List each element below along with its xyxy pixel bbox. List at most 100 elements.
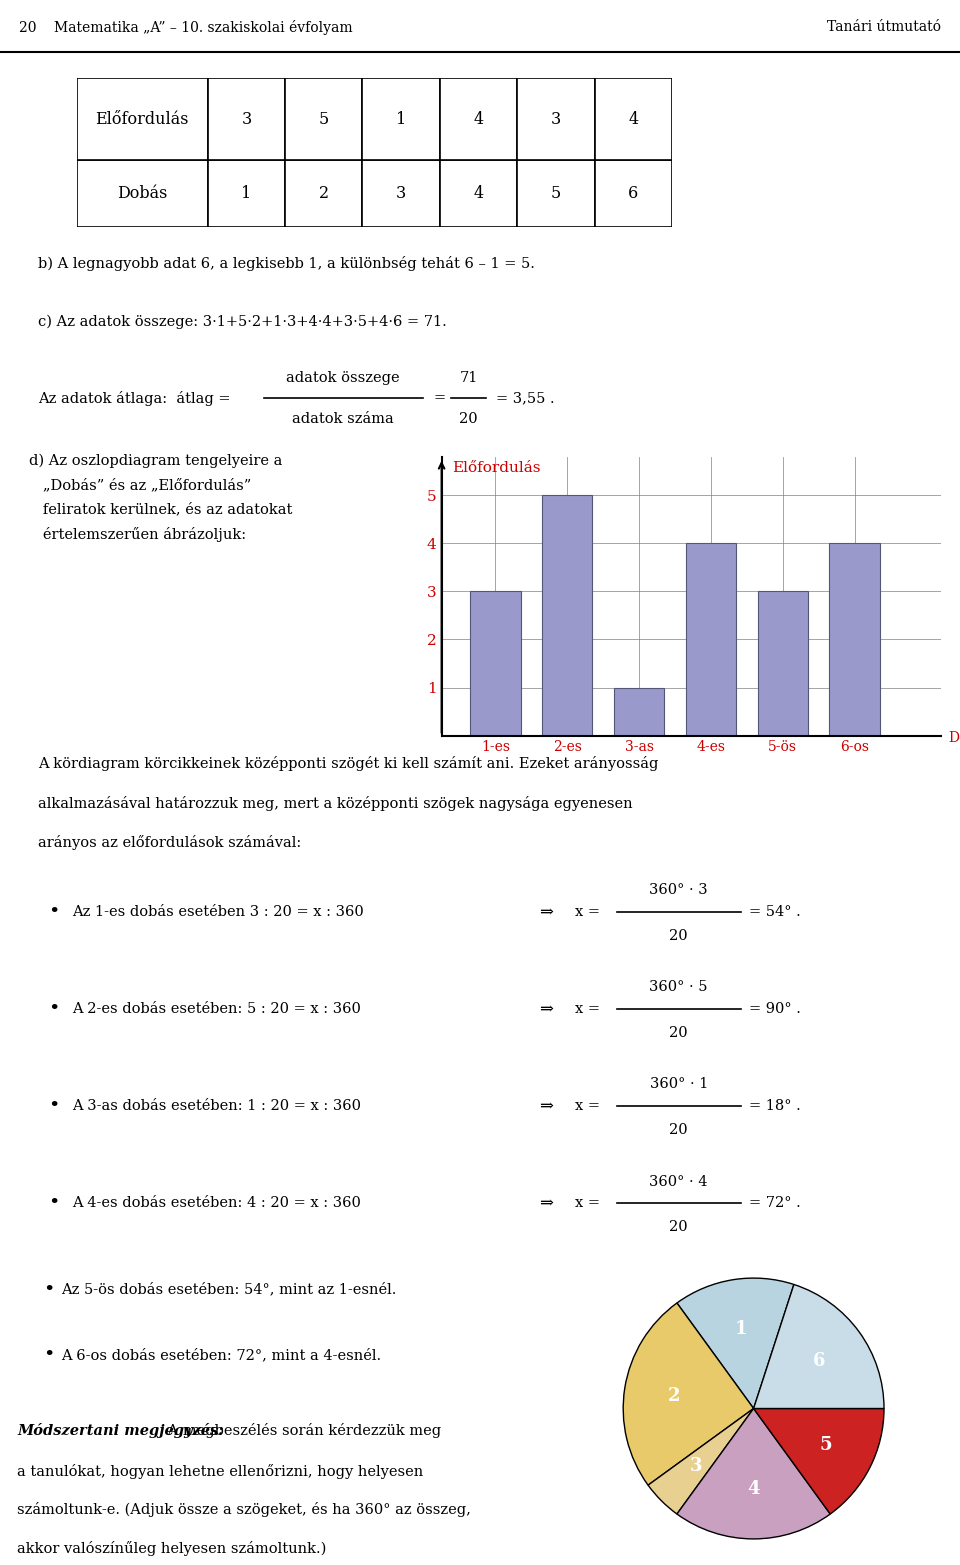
Text: adatok összege: adatok összege xyxy=(286,371,400,385)
Text: 71: 71 xyxy=(459,371,478,385)
Wedge shape xyxy=(623,1304,754,1485)
Text: 4: 4 xyxy=(747,1480,760,1498)
FancyBboxPatch shape xyxy=(594,160,672,227)
Text: 20: 20 xyxy=(669,1221,688,1235)
Text: 360° · 1: 360° · 1 xyxy=(650,1077,708,1091)
Wedge shape xyxy=(754,1408,884,1513)
FancyBboxPatch shape xyxy=(285,160,363,227)
Text: 20    Matematika „A” – 10. szakiskolai évfolyam: 20 Matematika „A” – 10. szakiskolai évfo… xyxy=(19,20,353,34)
Text: arányos az előfordulások számával:: arányos az előfordulások számával: xyxy=(38,836,301,850)
Text: Előfordulás: Előfordulás xyxy=(452,460,540,474)
FancyBboxPatch shape xyxy=(207,78,285,160)
FancyBboxPatch shape xyxy=(363,160,440,227)
Bar xyxy=(829,543,879,736)
FancyBboxPatch shape xyxy=(517,78,594,160)
Text: 360° · 4: 360° · 4 xyxy=(650,1174,708,1188)
Text: 2: 2 xyxy=(667,1387,680,1405)
Text: x =: x = xyxy=(574,1003,599,1016)
Text: adatok száma: adatok száma xyxy=(292,412,394,426)
Text: ⇒: ⇒ xyxy=(540,1099,553,1114)
FancyBboxPatch shape xyxy=(207,160,285,227)
Text: =: = xyxy=(433,391,445,405)
FancyBboxPatch shape xyxy=(285,78,363,160)
Text: alkalmazásával határozzuk meg, mert a középponti szögek nagysága egyenesen: alkalmazásával határozzuk meg, mert a kö… xyxy=(38,795,633,811)
Text: Az 5-ös dobás esetében: 54°, mint az 1-esnél.: Az 5-ös dobás esetében: 54°, mint az 1-e… xyxy=(61,1283,396,1296)
Text: 20: 20 xyxy=(459,412,478,426)
Bar xyxy=(542,496,592,736)
FancyBboxPatch shape xyxy=(440,160,517,227)
Wedge shape xyxy=(677,1279,794,1409)
Bar xyxy=(614,687,664,736)
Text: •: • xyxy=(49,1194,60,1213)
Text: Dobás: Dobás xyxy=(948,731,960,745)
Text: 4: 4 xyxy=(473,111,484,128)
Text: c) Az adatok összege: 3·1+5·2+1·3+4·4+3·5+4·6 = 71.: c) Az adatok összege: 3·1+5·2+1·3+4·4+3·… xyxy=(38,315,447,329)
Text: •: • xyxy=(43,1346,55,1365)
Text: = 90° .: = 90° . xyxy=(750,1003,802,1016)
Text: 2: 2 xyxy=(319,185,329,202)
Text: 4: 4 xyxy=(628,111,638,128)
Text: d) Az oszlopdiagram tengelyeire a
   „Dobás” és az „Előfordulás”
   feliratok ke: d) Az oszlopdiagram tengelyeire a „Dobás… xyxy=(29,454,292,541)
Text: 3: 3 xyxy=(551,111,561,128)
Text: 3: 3 xyxy=(690,1457,703,1474)
Text: 360° · 3: 360° · 3 xyxy=(649,883,708,897)
Text: •: • xyxy=(49,1000,60,1019)
Bar xyxy=(685,543,736,736)
Text: 6: 6 xyxy=(813,1352,826,1369)
Text: 20: 20 xyxy=(669,1124,688,1138)
Text: A 6-os dobás esetében: 72°, mint a 4-esnél.: A 6-os dobás esetében: 72°, mint a 4-esn… xyxy=(61,1349,381,1362)
Text: 1: 1 xyxy=(396,111,406,128)
FancyBboxPatch shape xyxy=(517,160,594,227)
Text: 20: 20 xyxy=(669,1027,688,1041)
Text: Az 1-es dobás esetében 3 : 20 = x : 360: Az 1-es dobás esetében 3 : 20 = x : 360 xyxy=(72,906,364,919)
Text: •: • xyxy=(43,1280,55,1299)
Text: 1: 1 xyxy=(241,185,252,202)
Wedge shape xyxy=(677,1408,830,1538)
Text: Dobás: Dobás xyxy=(117,185,167,202)
Text: 3: 3 xyxy=(396,185,406,202)
Text: akkor valószínűleg helyesen számoltunk.): akkor valószínűleg helyesen számoltunk.) xyxy=(17,1542,326,1556)
Text: ⇒: ⇒ xyxy=(540,1002,553,1017)
Text: A 3-as dobás esetében: 1 : 20 = x : 360: A 3-as dobás esetében: 1 : 20 = x : 360 xyxy=(72,1100,361,1113)
Text: 360° · 5: 360° · 5 xyxy=(650,980,708,994)
Wedge shape xyxy=(754,1285,884,1408)
Text: x =: x = xyxy=(574,906,599,919)
Text: A kördiagram körcikkeinek középponti szögét ki kell számít ani. Ezeket arányossá: A kördiagram körcikkeinek középponti szö… xyxy=(38,756,659,772)
Text: 1: 1 xyxy=(734,1319,747,1338)
Text: ⇒: ⇒ xyxy=(540,905,553,920)
Text: •: • xyxy=(49,1097,60,1116)
FancyBboxPatch shape xyxy=(77,160,207,227)
Text: A megbeszélés során kérdezzük meg: A megbeszélés során kérdezzük meg xyxy=(163,1423,441,1438)
Text: = 3,55 .: = 3,55 . xyxy=(496,391,555,405)
Text: A 4-es dobás esetében: 4 : 20 = x : 360: A 4-es dobás esetében: 4 : 20 = x : 360 xyxy=(72,1197,361,1210)
Text: 5: 5 xyxy=(819,1437,832,1454)
Text: 5: 5 xyxy=(319,111,329,128)
Text: Az adatok átlaga:  átlag =: Az adatok átlaga: átlag = xyxy=(38,391,235,405)
Bar xyxy=(757,592,808,736)
Text: Előfordulás: Előfordulás xyxy=(96,111,189,128)
Text: 6: 6 xyxy=(628,185,638,202)
FancyBboxPatch shape xyxy=(363,78,440,160)
Wedge shape xyxy=(648,1408,754,1513)
Text: b) A legnagyobb adat 6, a legkisebb 1, a különbség tehát 6 – 1 = 5.: b) A legnagyobb adat 6, a legkisebb 1, a… xyxy=(38,257,536,271)
Bar xyxy=(470,592,520,736)
FancyBboxPatch shape xyxy=(594,78,672,160)
Text: 4: 4 xyxy=(473,185,484,202)
Text: = 54° .: = 54° . xyxy=(750,906,802,919)
Text: a tanulókat, hogyan lehetne ellenőrizni, hogy helyesen: a tanulókat, hogyan lehetne ellenőrizni,… xyxy=(17,1463,423,1479)
Text: 3: 3 xyxy=(241,111,252,128)
Text: = 72° .: = 72° . xyxy=(750,1197,802,1210)
Text: x =: x = xyxy=(574,1197,599,1210)
Text: •: • xyxy=(49,903,60,922)
Text: 5: 5 xyxy=(551,185,561,202)
Text: Tanári útmutató: Tanári útmutató xyxy=(827,20,941,34)
FancyBboxPatch shape xyxy=(440,78,517,160)
Text: 20: 20 xyxy=(669,930,688,944)
Text: x =: x = xyxy=(574,1100,599,1113)
Text: ⇒: ⇒ xyxy=(540,1196,553,1211)
Text: Módszertani megjegyzés:: Módszertani megjegyzés: xyxy=(17,1423,224,1438)
Text: számoltunk-e. (Adjuk össze a szögeket, és ha 360° az összeg,: számoltunk-e. (Adjuk össze a szögeket, é… xyxy=(17,1502,471,1518)
FancyBboxPatch shape xyxy=(77,78,207,160)
Text: A 2-es dobás esetében: 5 : 20 = x : 360: A 2-es dobás esetében: 5 : 20 = x : 360 xyxy=(72,1003,361,1016)
Text: = 18° .: = 18° . xyxy=(750,1100,802,1113)
